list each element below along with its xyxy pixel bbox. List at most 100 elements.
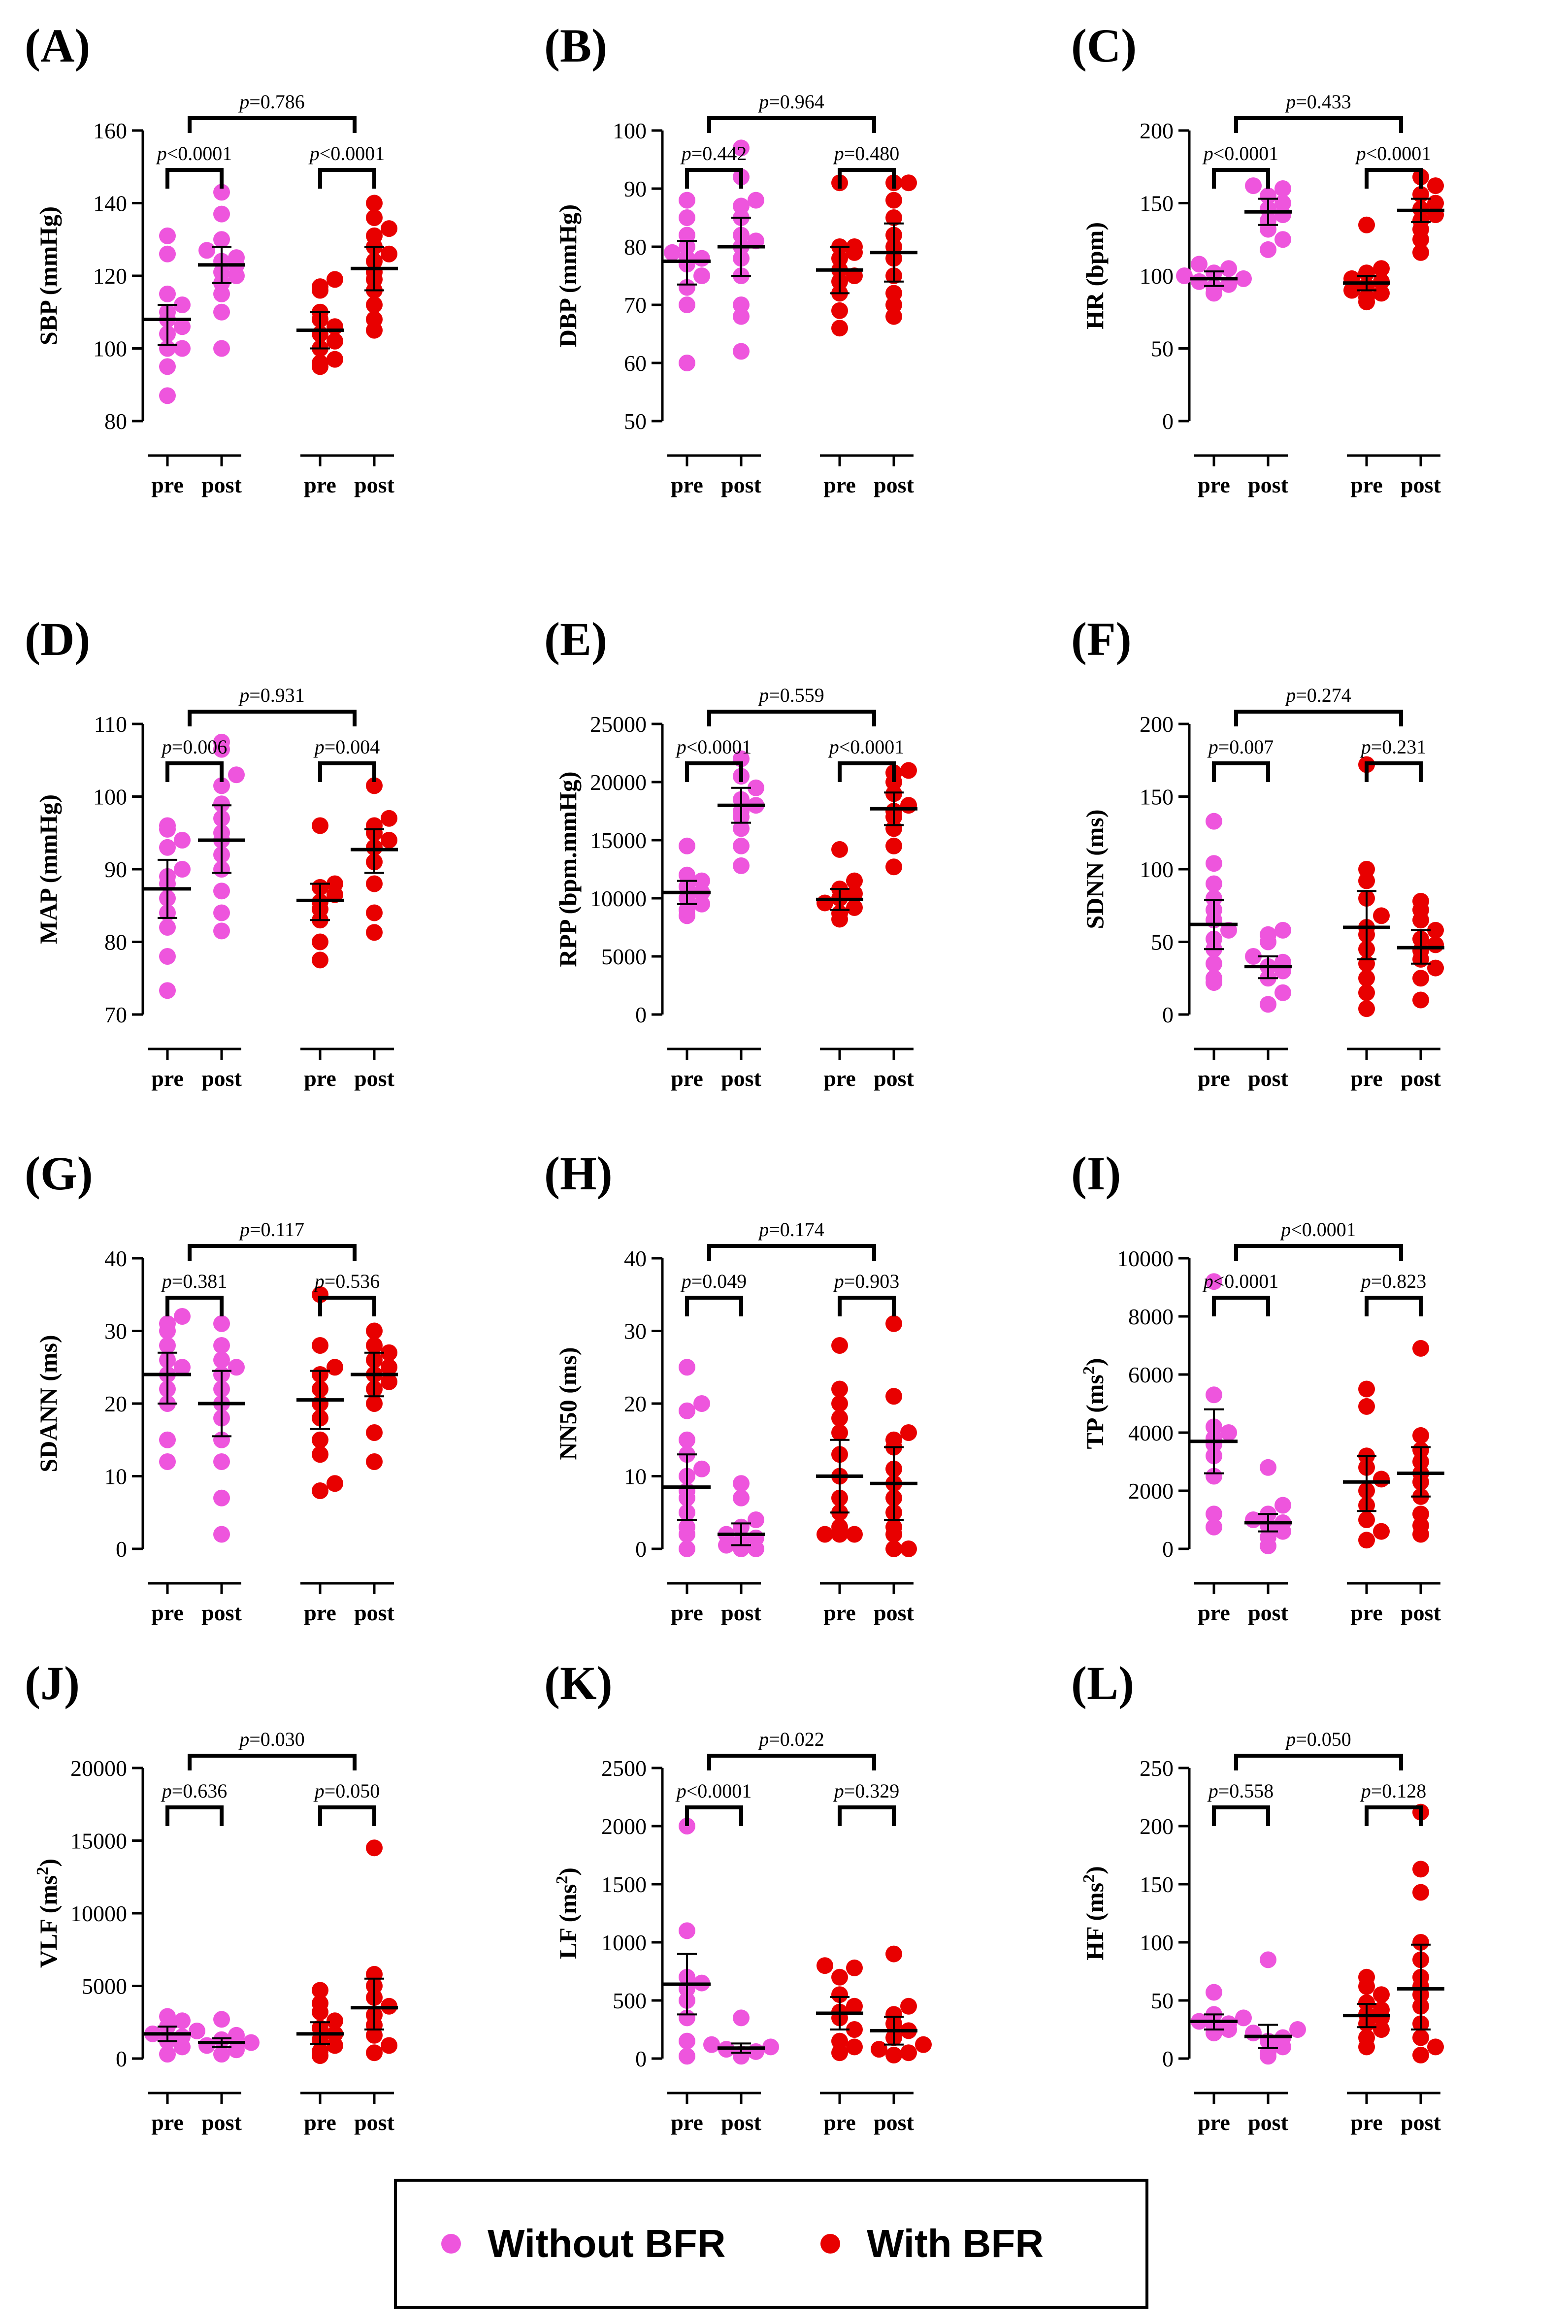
p-value-label: p<0.0001 bbox=[1202, 142, 1279, 164]
data-point-with-bfr-post bbox=[381, 810, 397, 827]
data-point-with-bfr-post bbox=[381, 1359, 397, 1376]
data-point-without-bfr-pre bbox=[693, 872, 710, 889]
data-point-without-bfr-post bbox=[213, 205, 230, 223]
y-tick-label: 110 bbox=[94, 712, 127, 737]
data-point-with-bfr-pre bbox=[831, 2032, 848, 2050]
data-point-without-bfr-post bbox=[1245, 2025, 1262, 2042]
x-tick-label-post: post bbox=[1248, 472, 1288, 497]
p-value-label: p<0.0001 bbox=[308, 142, 385, 164]
data-point-without-bfr-pre bbox=[679, 1540, 695, 1557]
data-point-without-bfr-post bbox=[228, 1359, 245, 1376]
data-point-without-bfr-pre bbox=[159, 245, 176, 262]
legend-label-with-bfr: With BFR bbox=[867, 2222, 1044, 2265]
data-point-with-bfr-pre bbox=[846, 238, 863, 255]
y-tick-label: 2000 bbox=[1128, 1478, 1174, 1504]
x-tick-label-pre: pre bbox=[1198, 1600, 1230, 1625]
bracket-pre-post-with-bfr bbox=[838, 761, 896, 782]
data-point-without-bfr-pre bbox=[174, 1359, 191, 1376]
x-tick-label-post: post bbox=[354, 1066, 394, 1091]
data-point-without-bfr-pre bbox=[1206, 1468, 1222, 1485]
x-tick-label-post: post bbox=[874, 1600, 914, 1625]
y-tick-label: 15000 bbox=[590, 828, 647, 853]
data-point-with-bfr-post bbox=[885, 2046, 902, 2063]
legend-marker-with-bfr bbox=[820, 2234, 840, 2254]
data-point-without-bfr-post bbox=[1260, 241, 1276, 258]
p-value-label: p=0.006 bbox=[161, 736, 228, 758]
data-point-with-bfr-post bbox=[366, 1322, 383, 1340]
data-point-without-bfr-pre bbox=[159, 1315, 176, 1332]
data-point-with-bfr-pre bbox=[327, 271, 343, 288]
y-tick-label: 2500 bbox=[601, 1756, 647, 1781]
bracket-between bbox=[188, 1754, 357, 1770]
x-tick-label-post: post bbox=[1248, 1600, 1288, 1625]
data-point-with-bfr-pre bbox=[831, 1986, 848, 2003]
data-point-with-bfr-pre bbox=[846, 899, 863, 916]
data-point-without-bfr-post bbox=[213, 1526, 230, 1543]
data-point-without-bfr-pre bbox=[1235, 2009, 1252, 2027]
data-point-without-bfr-pre bbox=[189, 2022, 205, 2039]
y-axis-label: MAP (mmHg) bbox=[34, 794, 62, 944]
panel-label: (F) bbox=[1071, 613, 1132, 665]
data-point-with-bfr-pre bbox=[831, 1337, 848, 1354]
y-tick-label: 10000 bbox=[70, 1901, 127, 1926]
data-point-without-bfr-pre bbox=[1206, 1386, 1222, 1404]
y-axis-label: SDANN (ms) bbox=[34, 1335, 62, 1472]
data-point-with-bfr-pre bbox=[1358, 1380, 1375, 1398]
bracket-between bbox=[188, 116, 357, 133]
data-point-with-bfr-post bbox=[900, 174, 917, 192]
y-tick-label: 70 bbox=[624, 293, 647, 318]
bracket-pre-post-without-bfr bbox=[685, 1296, 743, 1316]
x-tick-label-post: post bbox=[1401, 2110, 1441, 2135]
p-value-label: p=0.050 bbox=[1284, 1728, 1351, 1750]
x-tick-label-pre: pre bbox=[1198, 2110, 1230, 2135]
data-point-with-bfr-pre bbox=[831, 1395, 848, 1412]
y-tick-label: 2000 bbox=[601, 1814, 647, 1839]
data-point-without-bfr-pre bbox=[1206, 1273, 1222, 1290]
x-tick-label-pre: pre bbox=[1350, 1066, 1383, 1091]
bracket-pre-post-without-bfr bbox=[165, 1296, 224, 1316]
bracket-pre-post-without-bfr bbox=[1212, 168, 1270, 189]
data-point-with-bfr-pre bbox=[1358, 1398, 1375, 1415]
data-point-without-bfr-post bbox=[1274, 231, 1291, 248]
data-point-with-bfr-post bbox=[1412, 1884, 1429, 1901]
y-tick-label: 0 bbox=[635, 1002, 647, 1027]
data-point-with-bfr-post bbox=[366, 904, 383, 921]
data-point-without-bfr-pre bbox=[159, 358, 176, 375]
bracket-between bbox=[707, 1244, 876, 1261]
data-point-without-bfr-post bbox=[703, 2036, 720, 2053]
x-tick-label-post: post bbox=[721, 2110, 761, 2135]
x-tick-label-pre: pre bbox=[304, 1600, 336, 1625]
y-tick-label: 0 bbox=[116, 2046, 127, 2071]
data-point-without-bfr-pre bbox=[159, 227, 176, 244]
bracket-pre-post-without-bfr bbox=[685, 168, 743, 189]
x-tick-label-post: post bbox=[721, 1600, 761, 1625]
data-point-without-bfr-post bbox=[748, 1529, 764, 1546]
data-point-with-bfr-pre bbox=[1373, 1523, 1390, 1540]
data-point-without-bfr-pre bbox=[679, 1922, 695, 1939]
data-point-without-bfr-post bbox=[748, 2043, 764, 2060]
legend-label-without-bfr: Without BFR bbox=[488, 2222, 726, 2265]
data-point-without-bfr-pre bbox=[679, 837, 695, 854]
data-point-with-bfr-post bbox=[885, 837, 902, 854]
data-point-without-bfr-pre bbox=[1206, 955, 1222, 972]
data-point-without-bfr-post bbox=[748, 779, 764, 796]
data-point-with-bfr-post bbox=[366, 1839, 383, 1857]
data-point-without-bfr-pre bbox=[174, 296, 191, 313]
data-point-with-bfr-post bbox=[1427, 959, 1444, 977]
data-point-without-bfr-pre bbox=[174, 2012, 191, 2029]
data-point-with-bfr-pre bbox=[1373, 1471, 1390, 1488]
y-tick-label: 500 bbox=[613, 1988, 647, 2013]
p-value-label: p=0.007 bbox=[1207, 736, 1274, 758]
y-tick-label: 1000 bbox=[601, 1930, 647, 1955]
data-point-without-bfr-post bbox=[213, 733, 230, 751]
data-point-without-bfr-post bbox=[1260, 187, 1276, 204]
data-point-with-bfr-post bbox=[885, 1540, 902, 1557]
data-point-with-bfr-post bbox=[900, 1540, 917, 1557]
p-value-label: p=0.030 bbox=[238, 1728, 305, 1750]
data-point-with-bfr-pre bbox=[1358, 970, 1375, 987]
y-tick-label: 150 bbox=[1140, 785, 1174, 810]
